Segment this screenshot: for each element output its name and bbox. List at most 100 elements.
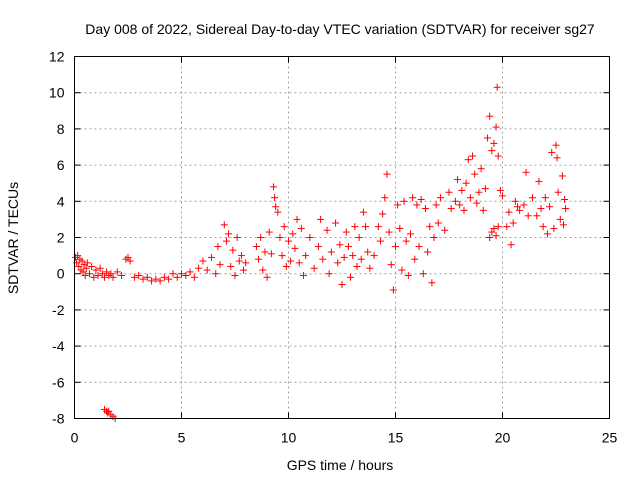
data-point xyxy=(113,268,121,276)
data-point xyxy=(541,194,549,202)
data-point xyxy=(182,272,190,280)
data-point xyxy=(338,281,346,289)
data-point xyxy=(454,176,462,184)
y-tick-label: 0 xyxy=(57,266,65,282)
data-point xyxy=(186,268,194,276)
y-tick-label: 2 xyxy=(57,230,65,246)
data-point xyxy=(231,272,239,280)
data-point xyxy=(222,237,230,245)
data-point xyxy=(130,273,138,281)
data-point xyxy=(306,234,314,241)
data-point xyxy=(396,224,404,232)
data-point xyxy=(282,262,290,270)
data-point xyxy=(492,232,500,240)
data-point xyxy=(377,237,385,245)
data-point xyxy=(274,208,282,216)
data-point xyxy=(317,215,325,223)
data-point xyxy=(533,212,541,220)
data-point xyxy=(355,234,363,241)
data-point xyxy=(404,272,412,280)
data-point xyxy=(124,253,132,261)
data-point xyxy=(481,185,489,193)
data-point xyxy=(561,195,569,203)
data-point xyxy=(413,201,421,209)
data-point xyxy=(469,152,477,160)
data-point xyxy=(92,266,100,274)
x-tick-label: 15 xyxy=(388,430,404,446)
data-point xyxy=(267,250,275,258)
data-point xyxy=(493,83,501,91)
data-point xyxy=(336,241,344,249)
data-points xyxy=(72,83,570,422)
data-point xyxy=(509,219,517,227)
x-tick-label: 0 xyxy=(71,430,79,446)
data-point xyxy=(229,246,237,254)
data-point xyxy=(103,268,111,276)
data-point xyxy=(190,273,198,281)
data-point xyxy=(490,224,498,232)
data-point xyxy=(302,252,310,260)
y-tick-label: -8 xyxy=(52,411,65,427)
data-point xyxy=(488,147,496,155)
data-point xyxy=(409,194,417,202)
y-tick-label: 10 xyxy=(49,85,65,101)
data-point xyxy=(285,237,292,245)
data-point xyxy=(494,223,502,231)
data-point xyxy=(165,275,173,283)
data-point xyxy=(441,226,449,234)
chart-title: Day 008 of 2022, Sidereal Day-to-day VTE… xyxy=(85,21,595,37)
data-point xyxy=(428,279,436,287)
data-point xyxy=(214,243,222,251)
data-point xyxy=(398,266,406,274)
data-point xyxy=(392,243,399,251)
data-point xyxy=(419,270,427,278)
data-point xyxy=(291,244,299,252)
data-point xyxy=(400,197,408,205)
data-point xyxy=(344,243,352,251)
data-point xyxy=(287,257,295,265)
data-point xyxy=(148,277,156,285)
data-point xyxy=(456,201,464,209)
data-point xyxy=(389,286,397,294)
data-point xyxy=(477,165,485,173)
data-point xyxy=(552,141,560,149)
x-axis-label: GPS time / hours xyxy=(287,457,394,473)
data-point xyxy=(81,272,89,280)
data-point xyxy=(411,255,419,263)
data-point xyxy=(118,272,126,280)
data-point xyxy=(297,224,305,232)
data-point xyxy=(494,152,502,160)
y-axis-label: SDTVAR / TECUs xyxy=(5,182,21,294)
data-point xyxy=(227,262,235,270)
data-point xyxy=(520,201,528,209)
data-point xyxy=(82,264,90,272)
data-point xyxy=(406,230,414,238)
y-tick-label: -2 xyxy=(52,302,65,318)
y-tick-label: 12 xyxy=(49,49,65,65)
data-point xyxy=(537,205,545,213)
data-point xyxy=(327,248,335,256)
data-point xyxy=(156,277,164,285)
data-point xyxy=(486,234,494,241)
data-point xyxy=(252,243,260,251)
data-point xyxy=(79,268,87,276)
data-point xyxy=(475,188,483,196)
data-point xyxy=(550,224,558,232)
data-point xyxy=(80,261,88,269)
data-point xyxy=(199,257,207,265)
data-point xyxy=(85,270,93,278)
data-point xyxy=(546,203,554,211)
data-point xyxy=(466,194,474,202)
data-point xyxy=(548,148,556,156)
data-point xyxy=(263,273,271,281)
data-point xyxy=(417,195,425,203)
data-point xyxy=(488,228,496,236)
data-point xyxy=(484,134,492,142)
y-tick-label: -4 xyxy=(52,338,65,354)
data-point xyxy=(351,223,359,231)
data-point xyxy=(255,255,263,263)
data-point xyxy=(299,272,307,280)
data-point xyxy=(513,203,521,211)
x-tick-label: 25 xyxy=(602,430,618,446)
